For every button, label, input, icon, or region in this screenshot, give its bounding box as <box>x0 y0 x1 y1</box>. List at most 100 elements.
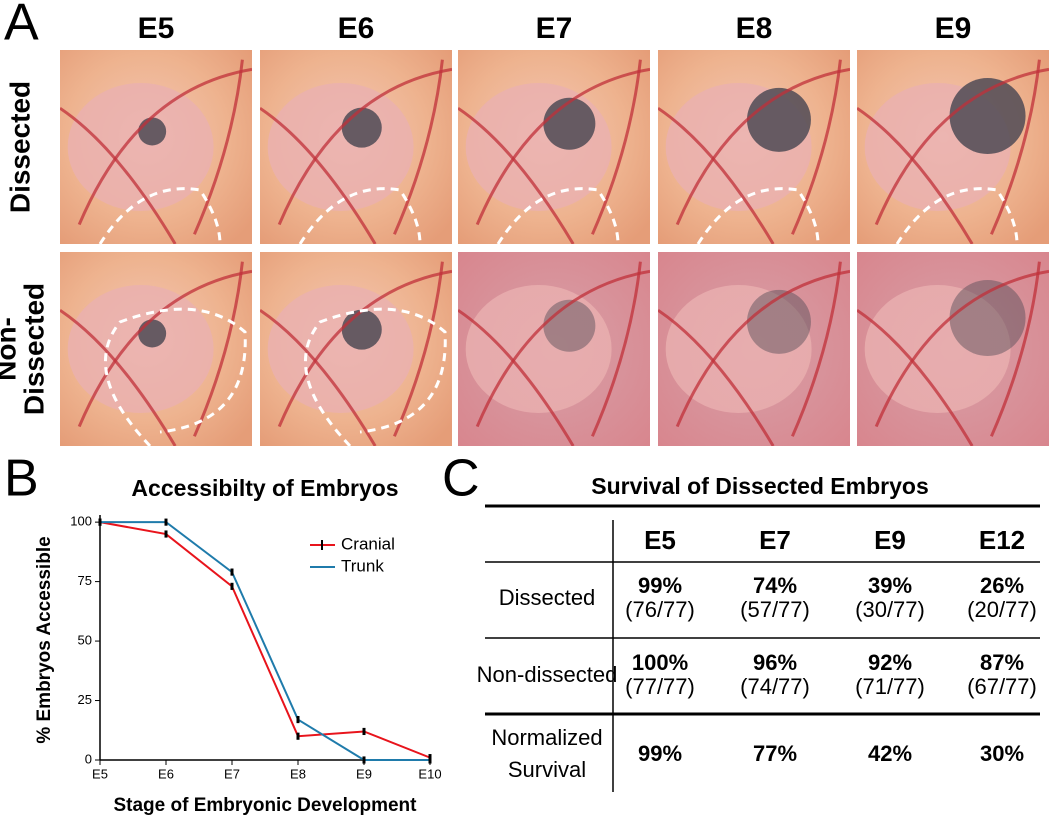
row-label: Normalized <box>491 725 602 750</box>
vessel <box>393 261 444 437</box>
column-label: E5 <box>138 12 175 45</box>
eye <box>341 309 382 350</box>
photo-content <box>458 50 650 244</box>
legend-label: Trunk <box>341 556 384 575</box>
eye <box>543 299 596 352</box>
y-tick-label: 25 <box>78 692 92 707</box>
cell: 92% <box>868 650 912 675</box>
cell: 99% <box>638 573 682 598</box>
legend-label: Cranial <box>341 534 395 553</box>
dissection-outline <box>98 187 222 244</box>
row-label: Dissected <box>499 585 596 610</box>
column-header: E12 <box>979 525 1025 555</box>
photo <box>60 50 252 244</box>
photo <box>458 252 650 446</box>
vessel <box>458 106 575 244</box>
photo <box>260 50 452 244</box>
x-tick-label: E6 <box>158 766 174 781</box>
y-tick-label: 100 <box>70 514 92 529</box>
photo-content <box>857 252 1049 446</box>
photo-content <box>658 50 850 244</box>
panel-label: C <box>442 450 480 508</box>
photo <box>857 252 1049 446</box>
eye <box>138 319 167 348</box>
row-label: Non- <box>0 317 21 381</box>
vessel <box>658 308 775 446</box>
photo <box>857 50 1049 244</box>
eye <box>543 97 596 150</box>
cell: (74/77) <box>740 674 810 699</box>
cell: 39% <box>868 573 912 598</box>
vessel <box>857 106 974 244</box>
vessel <box>874 67 1049 226</box>
vessel <box>77 67 252 226</box>
eye <box>138 117 167 146</box>
photo-content <box>857 50 1049 244</box>
dissection-outline <box>696 187 820 244</box>
vessel <box>791 261 842 437</box>
vessel <box>990 59 1041 235</box>
cell: 99% <box>638 741 682 766</box>
cell: (57/77) <box>740 597 810 622</box>
vessel <box>475 269 650 428</box>
dissection-outline <box>496 187 620 244</box>
dissection-outline <box>895 187 1019 244</box>
eye <box>949 279 1026 356</box>
cell: (77/77) <box>625 674 695 699</box>
vessel <box>658 106 775 244</box>
photo-content <box>658 252 850 446</box>
column-header: E7 <box>759 525 791 555</box>
vessel <box>591 59 642 235</box>
column-label: E6 <box>338 12 375 45</box>
x-tick-label: E9 <box>356 766 372 781</box>
vessel <box>193 261 244 437</box>
vessel <box>393 59 444 235</box>
photo <box>260 252 452 446</box>
vessel <box>60 308 177 446</box>
row-label: Survival <box>508 757 586 782</box>
eye <box>949 77 1026 154</box>
cell: (76/77) <box>625 597 695 622</box>
column-label: E9 <box>935 12 972 45</box>
vessel <box>675 269 850 428</box>
vessel <box>475 67 650 226</box>
survival-table: Survival of Dissected Embryos E5 E7 E9 E12 Di… <box>477 473 1040 792</box>
x-tick-label: E8 <box>290 766 306 781</box>
embryo <box>465 284 612 414</box>
cell: 87% <box>980 650 1024 675</box>
cell: (20/77) <box>967 597 1037 622</box>
dissection-outline <box>304 307 447 446</box>
series-line <box>99 521 431 759</box>
photo <box>60 252 252 446</box>
cell: 74% <box>753 573 797 598</box>
cell: (67/77) <box>967 674 1037 699</box>
vessel <box>277 269 452 428</box>
x-tick-label: E7 <box>224 766 240 781</box>
embryo <box>67 284 214 414</box>
y-tick-label: 0 <box>85 751 92 766</box>
column-header: E5 <box>644 525 676 555</box>
y-axis-label: % Embryos Accessible <box>34 536 55 743</box>
cell: 26% <box>980 573 1024 598</box>
embryo <box>864 284 1011 414</box>
vessel <box>458 308 575 446</box>
photo-content <box>458 252 650 446</box>
photo <box>658 50 850 244</box>
eye <box>341 107 382 148</box>
y-tick-label: 50 <box>78 633 92 648</box>
cell: 77% <box>753 741 797 766</box>
panel-label: B <box>4 450 39 508</box>
vessel <box>990 261 1041 437</box>
vessel <box>791 59 842 235</box>
cell: 100% <box>632 650 688 675</box>
photo-content <box>260 252 452 446</box>
photo-content <box>60 252 252 446</box>
vessel <box>277 67 452 226</box>
vessel <box>675 67 850 226</box>
cell: 96% <box>753 650 797 675</box>
vessel <box>60 106 177 244</box>
column-label: E8 <box>736 12 773 45</box>
cell: 30% <box>980 741 1024 766</box>
x-tick-label: E5 <box>92 766 108 781</box>
photo <box>658 252 850 446</box>
